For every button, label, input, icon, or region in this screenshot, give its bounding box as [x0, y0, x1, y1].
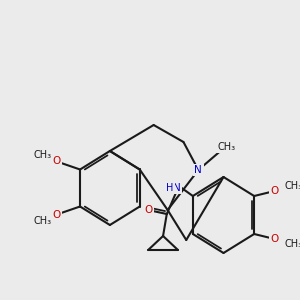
- Text: CH₃: CH₃: [284, 181, 300, 191]
- Text: O: O: [271, 186, 279, 196]
- Text: CH₃: CH₃: [34, 215, 52, 226]
- Text: O: O: [144, 205, 152, 215]
- Text: O: O: [52, 209, 61, 220]
- Text: CH₃: CH₃: [284, 239, 300, 249]
- Text: H: H: [166, 183, 173, 193]
- Text: N: N: [173, 183, 181, 193]
- Text: CH₃: CH₃: [34, 151, 52, 160]
- Text: CH₃: CH₃: [217, 142, 236, 152]
- Text: N: N: [194, 165, 202, 175]
- Text: O: O: [52, 157, 61, 166]
- Text: O: O: [271, 234, 279, 244]
